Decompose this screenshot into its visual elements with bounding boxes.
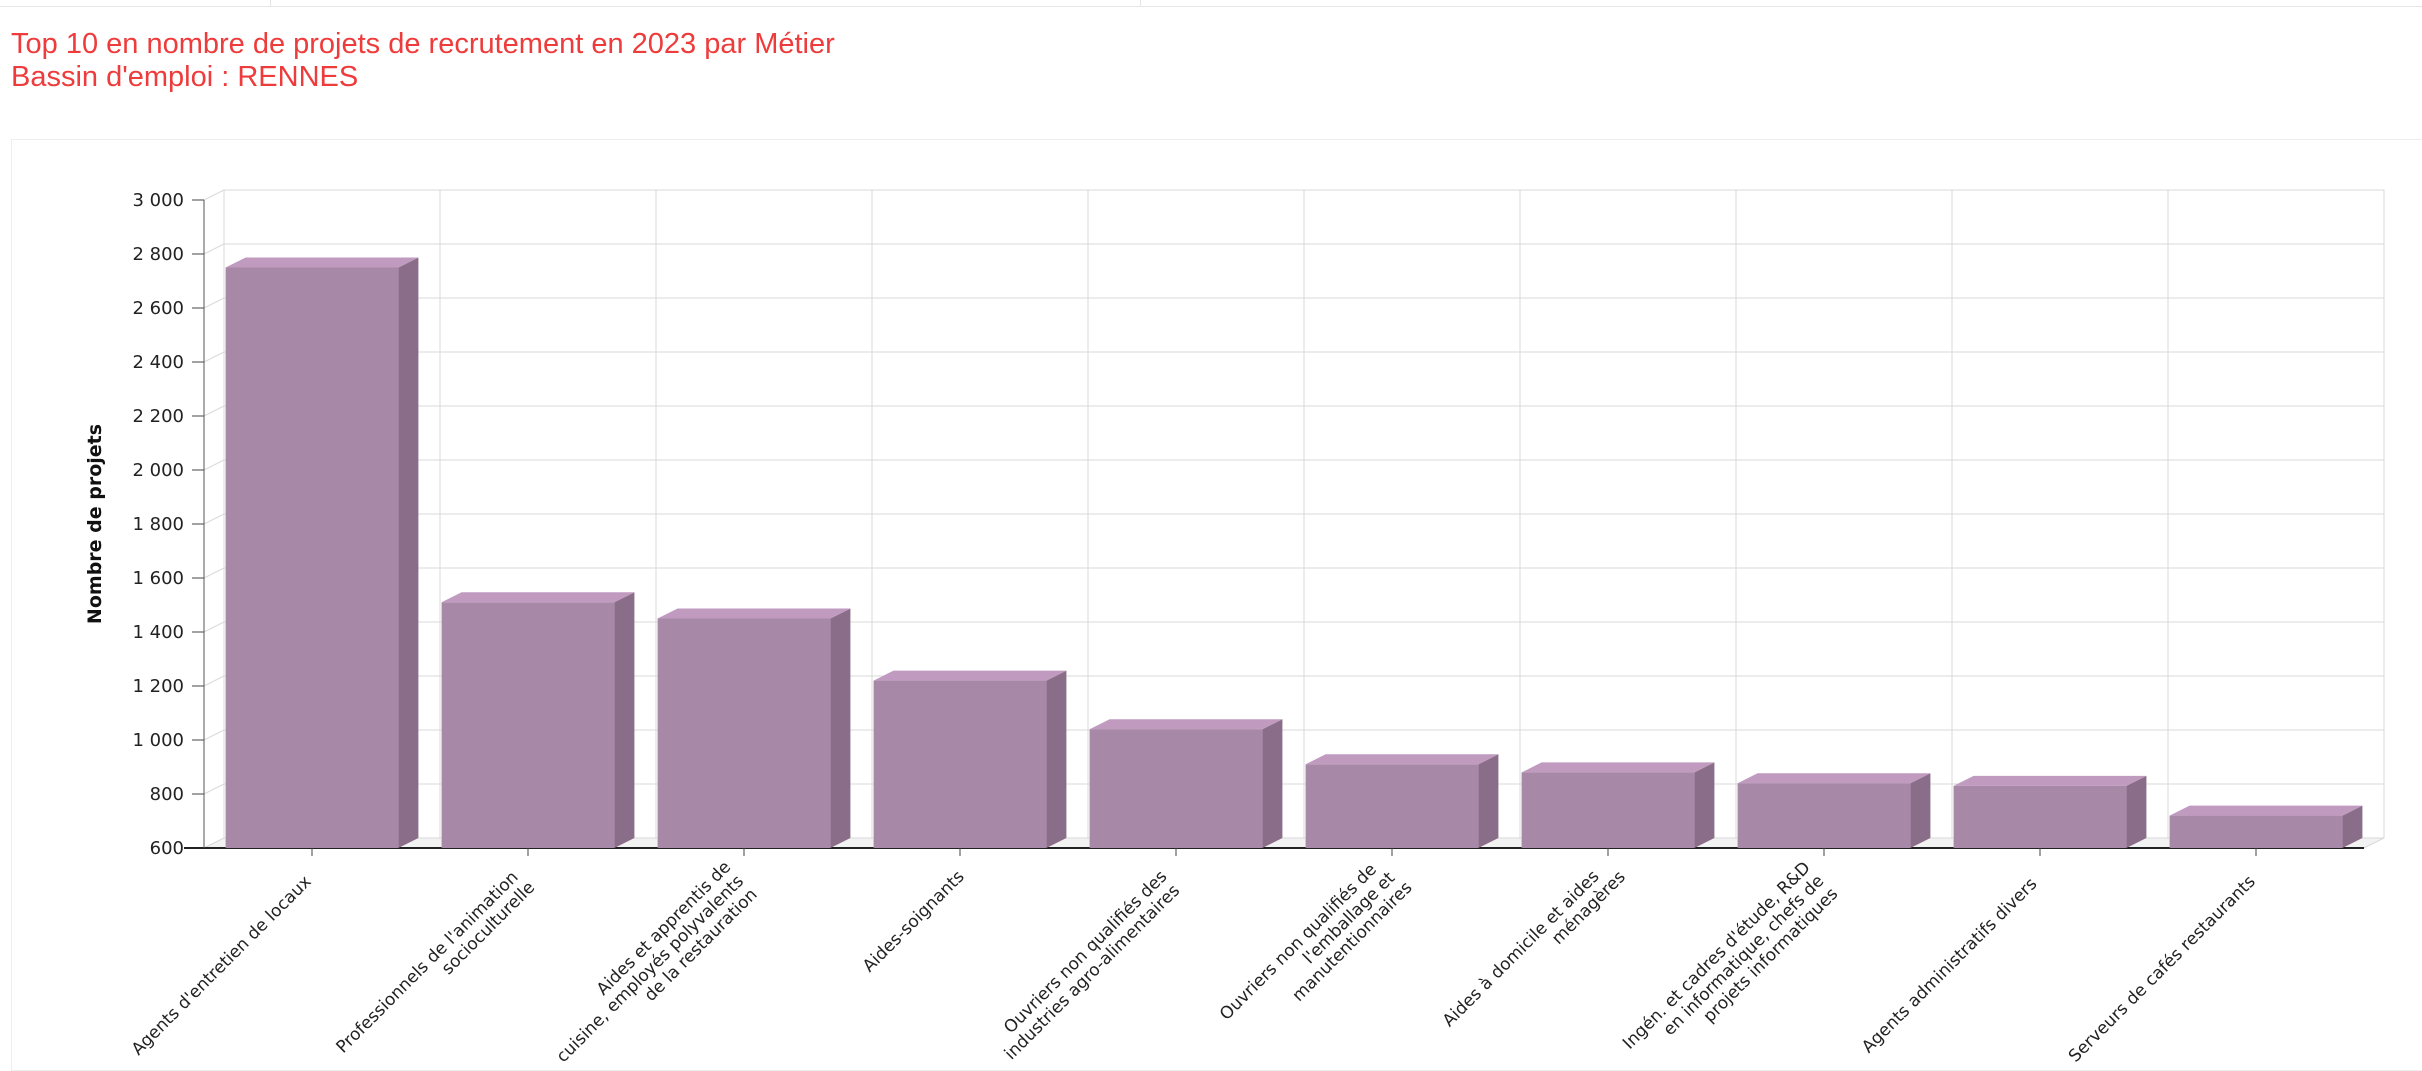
chart-title-block: Top 10 en nombre de projets de recruteme… [11,28,835,94]
bar-chart: 600 800 1 000 1 200 1 400 1 600 1 800 2 000 2 20… [84,189,2385,1064]
x-tick-label: Aides-soignants [859,867,969,977]
bar [2169,815,2343,848]
y-tick-label: 2 800 [132,244,184,265]
x-tick-label-line: Aides-soignants [859,867,969,977]
bar-top [1305,754,1499,765]
y-tick-label: 3 000 [132,190,184,211]
x-tick-label-line: cuisine, employés polyvalents [553,871,748,1064]
bar-top [2169,805,2363,816]
x-tick-label: Ouvriers non qualifiés del'emballage etm… [1216,860,1416,1025]
bar-side [2342,805,2363,848]
x-tick-label-line: Agents d'entretien de locaux [128,872,316,1060]
bar-top [441,592,635,603]
bar [1737,783,1911,848]
chart-subtitle: Bassin d'emploi : RENNES [11,61,359,93]
bar-side [1694,762,1715,848]
chart-panel: 600 800 1 000 1 200 1 400 1 600 1 800 2 000 2 20… [11,139,2422,1071]
bar-side [1262,719,1283,848]
bar [657,618,831,848]
y-gridline-depth [203,351,225,363]
chart-title: Top 10 en nombre de projets de recruteme… [11,28,835,60]
x-tick-label-line: industries agro-alimentaires [1001,881,1184,1064]
bar [1089,729,1263,848]
x-tick-label: Agents administratifs divers [1858,874,2041,1057]
y-gridline-depth [203,405,225,417]
y-tick-label: 2 600 [132,298,184,319]
bar [1305,764,1479,848]
x-tick-label-line: Aides à domicile et aides [1439,867,1604,1032]
x-tick-label-line: Professionnels de l'animation [333,867,523,1057]
bar-top [873,670,1067,681]
top-tab-strip [0,0,2422,7]
bar [1953,785,2127,848]
bar-side [1910,773,1931,848]
y-gridline-depth [203,729,225,741]
bar [441,602,615,848]
y-gridline-depth [203,675,225,687]
y-tick-label: 1 000 [132,730,184,751]
x-tick-label-line: Agents administratifs divers [1858,874,2041,1057]
bar-side [614,592,635,848]
bar-side [1478,754,1499,848]
bar [1521,772,1695,848]
x-tick-label-line: Serveurs de cafés restaurants [2065,872,2260,1064]
x-tick-label: Serveurs de cafés restaurants [2065,872,2260,1064]
y-axis-title: Nombre de projets [84,424,106,624]
y-tick-label: 600 [150,838,184,859]
x-tick-label: Agents d'entretien de locaux [128,872,316,1060]
bar [225,267,399,848]
y-gridline-depth [203,297,225,309]
y-tick-label: 2 000 [132,460,184,481]
bar-top [225,257,419,268]
bar-top [1089,719,1283,730]
bar-top [1953,775,2147,786]
bar-top [657,608,851,619]
bar [873,680,1047,848]
x-tick-label: Ingén. et cadres d'étude, R&Den informat… [1619,858,1842,1054]
y-gridline-depth [203,621,225,633]
bar-top [1737,773,1931,784]
bar-side [398,257,419,848]
x-tick-label-line: Ouvriers non qualifiés des [1000,867,1171,1038]
x-tick-label: Professionnels de l'animationsociocultur… [333,867,540,1057]
y-tick-label: 1 600 [132,568,184,589]
y-gridline-depth [203,783,225,795]
y-tick-label: 1 800 [132,514,184,535]
tab-divider [270,0,1141,6]
y-tick-label: 2 400 [132,352,184,373]
y-gridline-depth [203,567,225,579]
x-tick-label-line: Ingén. et cadres d'étude, R&D [1619,858,1815,1054]
y-gridline-depth [203,189,225,201]
bar-top [1521,762,1715,773]
bar-side [2126,775,2147,848]
bar-side [830,608,851,848]
y-tick-label: 1 400 [132,622,184,643]
y-tick-label: 1 200 [132,676,184,697]
bar-side [1046,670,1067,848]
tab-divider [1140,0,1142,6]
y-gridline-depth [203,459,225,471]
y-tick-label: 800 [150,784,184,805]
y-gridline-depth [203,243,225,255]
y-tick-label: 2 200 [132,406,184,427]
y-gridline-depth [203,513,225,525]
x-tick-label-line: en informatique, chefs de [1660,871,1829,1040]
